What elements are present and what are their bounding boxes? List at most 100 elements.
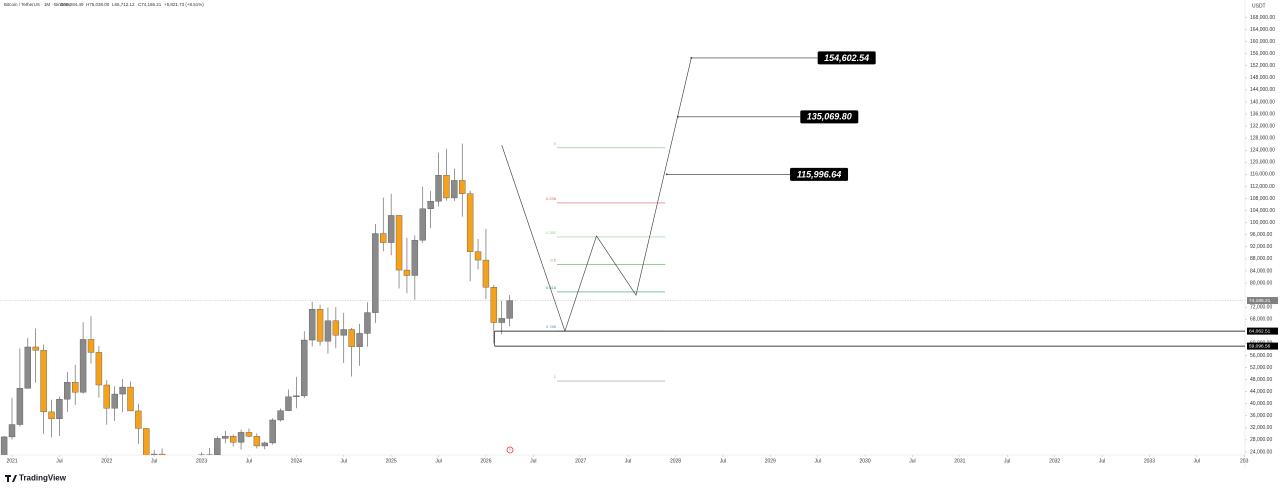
y-tick-label: 112,000.00 [1250,184,1275,190]
fib-label: 0.618 [546,285,557,290]
candle-body [482,259,490,288]
y-tick-label: 136,000.00 [1250,111,1275,117]
target-box [790,167,849,181]
x-tick-label: 2033 [1144,458,1155,464]
candle-body [95,352,103,386]
candle-body [427,201,434,209]
fib-label: 0.5 [550,258,556,263]
candle-body [380,233,387,243]
x-tick-label: Jul [1004,458,1010,464]
x-tick-label: Jul [246,458,252,464]
y-tick-label: 40,000.00 [1250,401,1272,407]
candle-body [111,393,118,409]
candle-body [143,428,150,455]
candle-body [332,320,340,336]
y-tick-label: 72,000.00 [1250,304,1272,310]
candle-body [466,193,474,252]
candle-body [451,180,458,199]
y-tick-label: 80,000.00 [1250,280,1272,286]
x-tick-label: 2023 [196,458,207,464]
y-tick-label: 68,000.00 [1250,317,1272,323]
x-tick-label: 2026 [480,458,491,464]
plot-area: 0 0.236 0.382 0.5 0.618 0.786 1 [0,57,1245,455]
candle-body [48,411,55,419]
y-tick-label: 52,000.00 [1250,365,1272,371]
candle-body [356,333,363,347]
candle-body [40,350,47,413]
fib-label: 0 [554,141,557,146]
y-tick-label: 84,000.00 [1250,268,1272,274]
candle-body [372,233,379,313]
target-label: 154,602.54 [824,53,869,63]
projection-path [501,57,692,333]
level-price-box [1247,342,1278,350]
x-tick-label: Jul [720,458,726,464]
ohlc-value: C74,186.21 [138,2,162,7]
candle-body [498,318,505,323]
candle-body [24,346,32,389]
y-tick-label: 148,000.00 [1250,75,1275,81]
y-tick-label: 120,000.00 [1250,160,1275,166]
target-box [817,51,876,65]
candle-body [127,386,134,412]
candle-body [32,346,39,351]
y-tick-label: 124,000.00 [1250,148,1275,154]
ohlc-value: O68,284.49 [60,2,84,7]
candle-body [411,239,419,276]
candle-body [206,454,213,455]
x-tick-label: 2032 [1049,458,1060,464]
target-point [665,173,668,176]
y-tick-label: 156,000.00 [1250,51,1275,57]
x-tick-label: Jul [625,458,631,464]
candle-body [119,386,126,395]
candle-body [490,287,498,323]
x-tick-label: 2025 [386,458,397,464]
candle-body [269,419,276,444]
candle-body [79,339,87,393]
candle-body [87,339,95,353]
y-tick-label: 36,000.00 [1250,413,1272,419]
candle-body [387,215,395,243]
candle-body [340,329,347,336]
target-label: 115,996.64 [797,169,841,179]
candle-body [16,388,24,425]
ohlc-value: H76,038.00 [86,2,110,7]
candle-body [506,300,513,319]
x-tick-label: 2029 [765,458,776,464]
fib-label: 1 [554,374,557,379]
x-tick-label: 2031 [954,458,965,464]
y-tick-label: 132,000.00 [1250,123,1275,129]
x-tick-label: Jul [909,458,915,464]
x-tick-label: 2024 [291,458,302,464]
x-tick-label: 2028 [670,458,681,464]
y-tick-label: 56,000.00 [1250,353,1272,359]
candle-body [222,436,229,439]
candle-body [71,382,79,393]
level-price-label: 59,096.56 [1249,343,1271,349]
candle-body [293,395,300,397]
candle-body [443,175,450,199]
y-tick-label: 116,000.00 [1250,172,1275,178]
candle-body [8,424,16,438]
candle-body [245,432,253,437]
fib-label: 0.236 [546,196,557,201]
candle-body [64,382,71,400]
candle-body [214,438,221,455]
candle-body [403,269,411,276]
candle-body [158,453,166,455]
candle-body [135,410,142,429]
y-tick-label: 104,000.00 [1250,208,1275,214]
x-tick-label: 2021 [6,458,17,464]
candle-body [364,312,371,334]
candle-body [395,215,403,271]
x-tick-label: 2022 [101,458,112,464]
y-tick-label: 32,000.00 [1250,425,1272,431]
candle-body [301,339,308,397]
y-tick-label: 28,000.00 [1250,437,1272,443]
y-tick-label: 88,000.00 [1250,256,1272,262]
target-label: 135,069.80 [807,112,852,122]
y-tick-label: 92,000.00 [1250,244,1272,250]
y-tick-label: 100,000.00 [1250,220,1275,226]
